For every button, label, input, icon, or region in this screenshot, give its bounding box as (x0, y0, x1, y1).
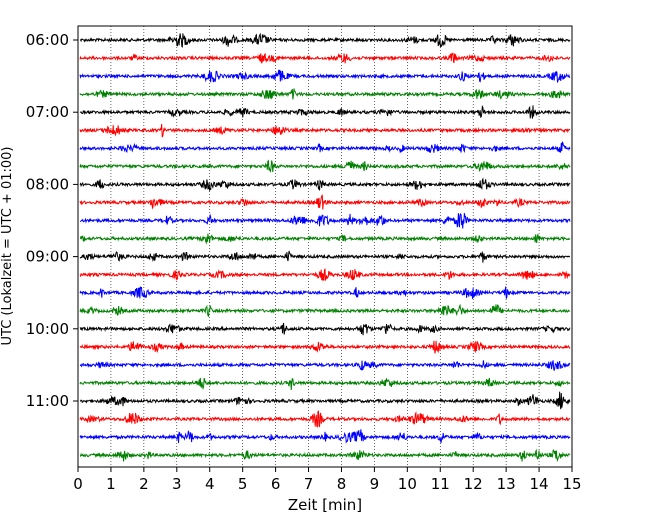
trace-0900 (79, 250, 571, 263)
trace-1000 (79, 322, 571, 336)
y-tick-label: 08:00 (26, 175, 69, 193)
y-axis-ticks: 06:00 07:00 08:00 09:00 10:00 11:00 (26, 31, 78, 410)
trace-1145 (79, 448, 571, 463)
trace-0930 (79, 286, 571, 299)
x-tick-label: 7 (304, 475, 314, 493)
trace-0830 (79, 212, 571, 229)
trace-0730 (79, 141, 571, 154)
x-tick-label: 15 (562, 475, 581, 493)
trace-0715 (79, 123, 571, 138)
trace-0745 (79, 159, 571, 173)
trace-0800 (79, 177, 571, 192)
trace-1030 (79, 360, 571, 371)
trace-1130 (79, 429, 571, 444)
y-axis-label: UTC (Lokalzeit = UTC + 01:00) (0, 147, 15, 346)
x-tick-label: 2 (139, 475, 149, 493)
y-tick-label: 10:00 (26, 320, 69, 338)
trace-0815 (79, 194, 571, 210)
trace-0615 (79, 52, 571, 64)
y-tick-label: 11:00 (26, 392, 69, 410)
trace-1115 (79, 410, 571, 428)
x-tick-label: 1 (106, 475, 116, 493)
x-axis-ticks: 0 1 2 3 4 5 6 7 8 9 10 11 12 13 14 15 (73, 467, 582, 493)
trace-0845 (79, 233, 571, 245)
trace-1045 (79, 377, 571, 391)
x-tick-label: 5 (238, 475, 248, 493)
trace-1100 (79, 391, 571, 410)
x-tick-label: 14 (530, 475, 549, 493)
x-tick-label: 0 (73, 475, 83, 493)
trace-0630 (79, 69, 571, 83)
x-tick-label: 3 (172, 475, 182, 493)
plot-frame (77, 25, 573, 468)
x-tick-label: 6 (271, 475, 281, 493)
y-tick-label: 09:00 (26, 248, 69, 266)
x-tick-label: 4 (205, 475, 215, 493)
trace-1015 (79, 340, 571, 354)
x-tick-label: 12 (464, 475, 483, 493)
x-tick-label: 11 (431, 475, 450, 493)
x-tick-label: 10 (398, 475, 417, 493)
trace-0915 (79, 268, 571, 281)
trace-series (79, 32, 571, 463)
trace-0600 (79, 32, 571, 49)
x-tick-label: 9 (370, 475, 380, 493)
x-tick-label: 8 (337, 475, 347, 493)
trace-0645 (79, 88, 571, 100)
x-axis-label: Zeit [min] (288, 496, 362, 514)
y-tick-label: 07:00 (26, 103, 69, 121)
trace-0945 (79, 303, 571, 317)
x-tick-label: 13 (497, 475, 516, 493)
y-tick-label: 06:00 (26, 31, 69, 49)
trace-0700 (79, 104, 571, 119)
